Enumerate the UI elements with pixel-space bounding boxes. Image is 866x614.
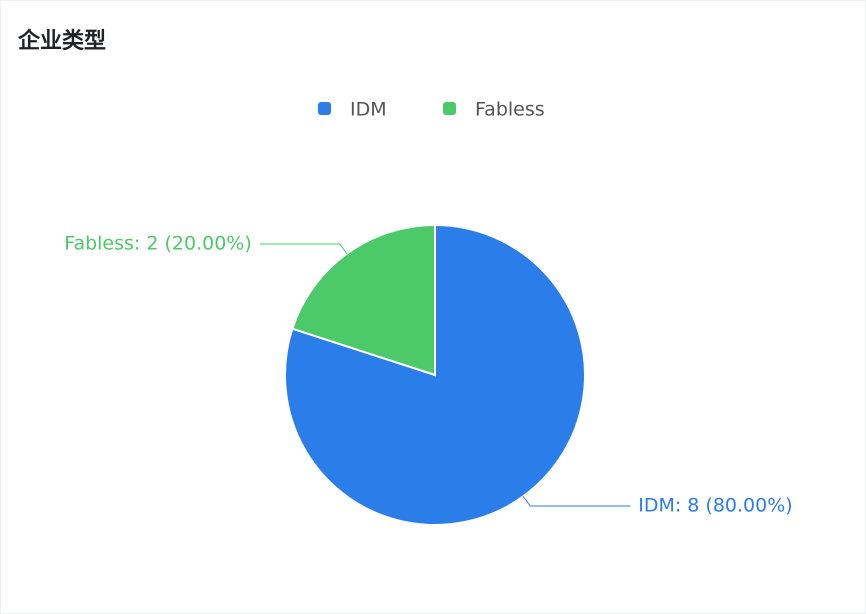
data-label: IDM: 8 (80.00%) (638, 495, 792, 517)
data-label: Fabless: 2 (20.00%) (64, 232, 252, 254)
label-line (522, 496, 631, 507)
legend-marker (443, 102, 456, 115)
pie-slice (291, 223, 436, 377)
legend-marker (318, 102, 331, 115)
chart-title: 企业类型 (17, 28, 106, 54)
label-line (259, 243, 348, 254)
legend-label: Fabless (475, 99, 545, 121)
legend-label: IDM (350, 99, 387, 121)
